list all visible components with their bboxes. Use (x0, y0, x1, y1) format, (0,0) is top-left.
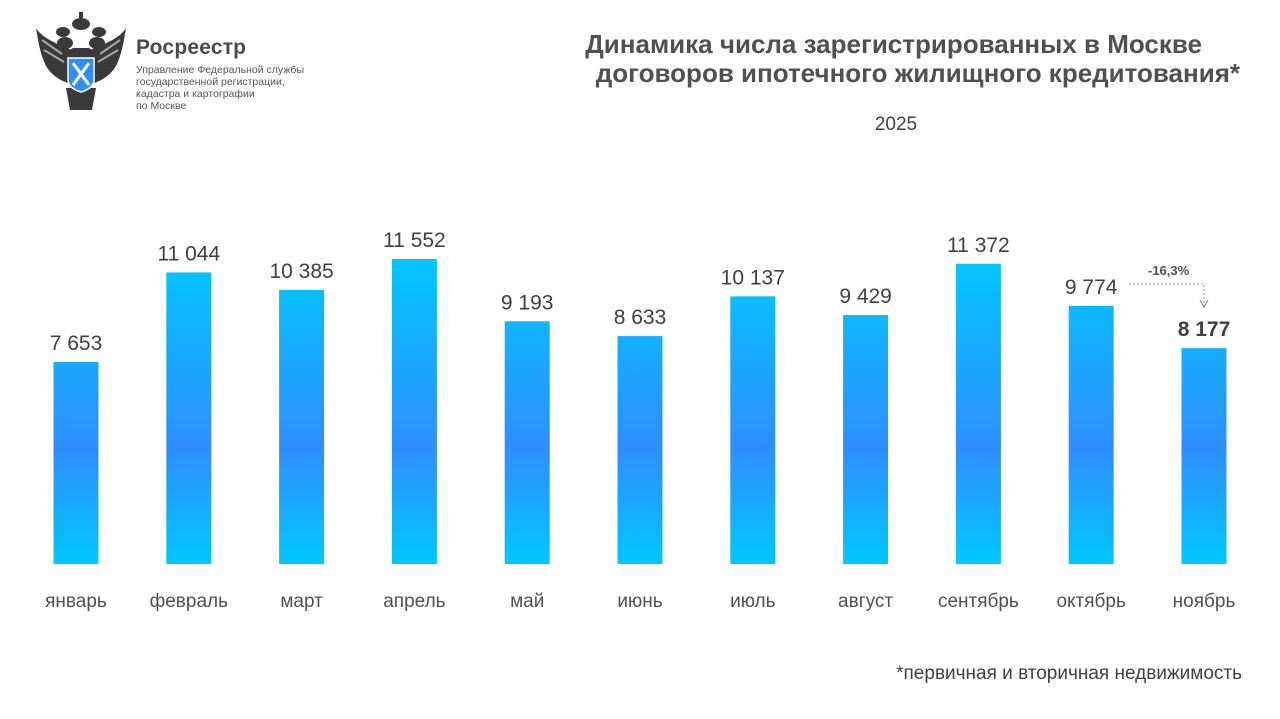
bar-ноябрь (1181, 348, 1227, 564)
org-subtitle: Управление Федеральной службы государств… (136, 64, 336, 112)
category-labels-group: январь февраль март апрель май июнь июль август… (45, 591, 1235, 612)
rosreestr-logo: Росреестр Управление Федеральной службы … (32, 10, 332, 120)
value-label: 11 552 (383, 229, 446, 252)
org-subtitle-line: по Москве (136, 100, 187, 112)
bar-май (504, 321, 550, 564)
category-label: октябрь (1056, 591, 1126, 612)
bar-январь (53, 361, 99, 564)
category-label: август (838, 591, 893, 612)
org-subtitle-line: государственной регистрации, (136, 76, 285, 88)
value-label: 9 193 (501, 291, 554, 314)
org-subtitle-line: Управление Федеральной службы (136, 64, 304, 76)
category-label: май (510, 591, 544, 612)
bar-апрель (391, 259, 437, 564)
category-label: март (280, 591, 323, 612)
bar-февраль (166, 272, 212, 564)
bars-group (53, 259, 1227, 564)
category-label: июль (730, 591, 776, 612)
bar-август (843, 315, 889, 564)
chart-title-line-1: Динамика числа зарегистрированных в Моск… (585, 29, 1202, 59)
bar-сентябрь (955, 263, 1001, 564)
org-name: Росреестр (136, 36, 247, 59)
category-label: январь (45, 591, 107, 612)
arrow-down-icon (1199, 299, 1209, 309)
category-label: февраль (150, 591, 229, 612)
change-percent-label: -16,3% (1148, 263, 1190, 278)
value-label: 7 653 (50, 332, 103, 355)
double-headed-eagle-emblem-icon (36, 12, 126, 110)
bar-июль (730, 296, 776, 564)
change-annotation: -16,3% (1129, 263, 1209, 309)
category-label: сентябрь (938, 591, 1019, 612)
value-label: 9 429 (839, 285, 892, 308)
bar-октябрь (1068, 305, 1114, 564)
category-label: ноябрь (1173, 591, 1236, 612)
value-label: 10 137 (721, 266, 785, 289)
bar-март (279, 289, 325, 564)
value-label: 11 372 (947, 234, 1010, 257)
value-labels-group: 7 653 11 044 10 385 11 552 9 193 8 633 10 137 9… (50, 229, 1231, 355)
org-subtitle-line: кадастра и картографии (136, 88, 255, 100)
value-label: 8 633 (614, 306, 667, 329)
category-label: апрель (383, 591, 445, 612)
category-label: июнь (617, 591, 662, 612)
value-label: 8 177 (1178, 318, 1231, 341)
value-label: 11 044 (157, 242, 220, 265)
value-label: 9 774 (1065, 276, 1118, 299)
chart-title-line-2: договоров ипотечного жилищного кредитова… (595, 58, 1240, 88)
footnote: *первичная и вторичная недвижимость (896, 663, 1242, 684)
bar-июнь (617, 336, 663, 564)
value-label: 10 385 (269, 260, 333, 283)
chart-title: Динамика числа зарегистрированных в Моск… (500, 30, 1240, 88)
change-arrow-line (1129, 283, 1205, 307)
chart-subtitle-year: 2025 (874, 114, 918, 135)
